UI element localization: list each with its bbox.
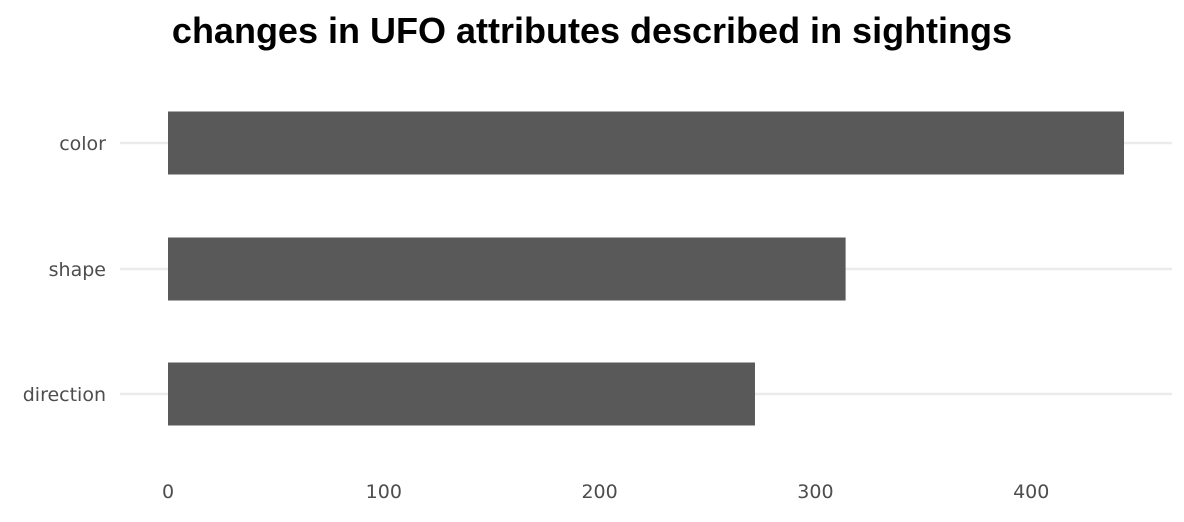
bar-shape [168,237,846,301]
x-tick-label-200: 200 [581,481,617,503]
y-tick-labels: color shape direction [23,133,106,406]
y-tick-label-color: color [59,133,106,155]
x-tick-label-0: 0 [162,481,174,503]
x-tick-label-400: 400 [1013,481,1049,503]
y-tick-label-shape: shape [49,259,106,281]
bar-color [168,111,1124,175]
x-tick-labels: 0 100 200 300 400 [162,481,1049,503]
bars [168,111,1124,426]
x-tick-label-100: 100 [366,481,402,503]
x-tick-label-300: 300 [797,481,833,503]
chart-title: changes in UFO attributes described in s… [171,10,1013,51]
y-tick-label-direction: direction [23,384,106,406]
bar-direction [168,362,755,426]
